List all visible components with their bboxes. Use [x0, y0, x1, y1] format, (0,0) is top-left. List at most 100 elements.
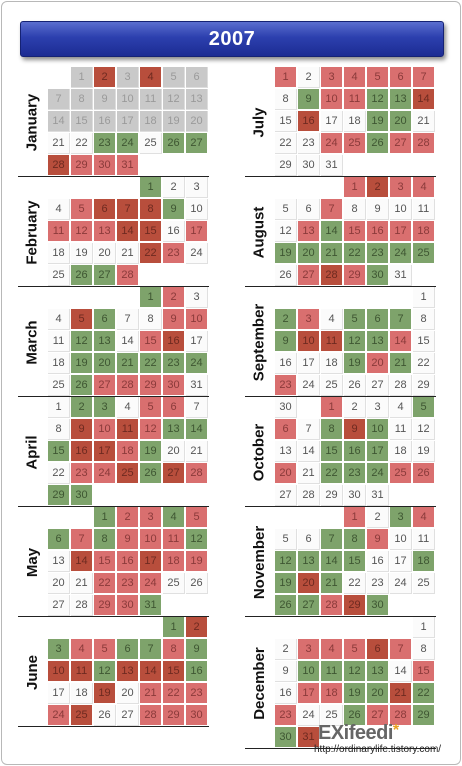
day-cell: 22 [321, 463, 343, 484]
day-cell: 27 [298, 265, 320, 286]
day-cell: 14 [321, 221, 343, 242]
day-cell: 10 [117, 89, 139, 110]
day-cell: 23 [367, 243, 389, 264]
day-cell: 25 [117, 463, 139, 484]
day-cell: 15 [413, 661, 435, 682]
day-cell: 8 [344, 529, 366, 550]
day-cell: 12 [275, 551, 297, 572]
day-cell: 20 [275, 463, 297, 484]
day-cell: 16 [367, 221, 389, 242]
day-cell: 10 [140, 529, 162, 550]
day-cell: 18 [71, 683, 93, 704]
day-cell: 17 [48, 683, 70, 704]
day-cell: 30 [275, 727, 297, 748]
day-cell: 2 [344, 397, 366, 418]
site-url: http://ordinarylife.tistory.com/ [314, 744, 442, 755]
day-cell: 25 [163, 573, 185, 594]
day-cell: 3 [48, 639, 70, 660]
day-cell: 29 [140, 375, 162, 396]
day-cell: 12 [71, 331, 93, 352]
day-cell: 22 [344, 243, 366, 264]
day-cell: 16 [298, 111, 320, 132]
day-cell: 21 [117, 353, 139, 374]
day-cell: 8 [48, 419, 70, 440]
day-cell: 25 [321, 375, 343, 396]
day-cell: 11 [117, 419, 139, 440]
day-cell: 26 [140, 463, 162, 484]
day-cell: 19 [71, 243, 93, 264]
day-cell: 22 [140, 353, 162, 374]
month-label: October [250, 423, 268, 481]
day-cell: 24 [321, 133, 343, 154]
day-cell: 13 [298, 221, 320, 242]
day-cell: 22 [344, 573, 366, 594]
day-cell: 30 [367, 595, 389, 616]
day-cell: 2 [298, 67, 320, 88]
day-cell: 1 [140, 177, 162, 198]
day-cell: 7 [186, 397, 208, 418]
month-label: September [250, 303, 268, 381]
month-separator [18, 176, 209, 177]
day-cell: 29 [413, 705, 435, 726]
month-label: May [23, 547, 41, 577]
day-cell: 20 [298, 243, 320, 264]
title-bar: 2007 [20, 21, 444, 57]
day-cell: 2 [117, 507, 139, 528]
day-cell: 24 [186, 353, 208, 374]
month-separator [245, 616, 436, 617]
day-cell: 27 [367, 705, 389, 726]
day-cell: 18 [321, 683, 343, 704]
day-cell: 12 [163, 89, 185, 110]
day-cell: 21 [390, 353, 412, 374]
day-cell: 17 [390, 551, 412, 572]
day-cell: 25 [390, 463, 412, 484]
day-cell: 14 [48, 111, 70, 132]
day-cell: 3 [94, 397, 116, 418]
day-cell: 20 [367, 683, 389, 704]
day-cell: 15 [140, 221, 162, 242]
day-cell: 27 [186, 133, 208, 154]
day-cell: 15 [71, 111, 93, 132]
day-cell: 4 [390, 397, 412, 418]
day-cell: 31 [186, 375, 208, 396]
day-cell: 13 [94, 331, 116, 352]
day-cell: 1 [94, 507, 116, 528]
day-cell: 10 [321, 89, 343, 110]
day-cell: 22 [140, 243, 162, 264]
day-cell: 19 [94, 683, 116, 704]
day-cell: 12 [140, 419, 162, 440]
day-cell: 12 [367, 89, 389, 110]
day-cell: 11 [321, 331, 343, 352]
day-cell: 9 [117, 529, 139, 550]
day-cell: 9 [275, 331, 297, 352]
day-cell: 16 [367, 551, 389, 572]
day-cell: 25 [140, 133, 162, 154]
day-cell: 16 [275, 683, 297, 704]
day-cell: 22 [71, 133, 93, 154]
day-cell: 27 [117, 705, 139, 726]
day-cell: 9 [298, 89, 320, 110]
day-cell: 22 [48, 463, 70, 484]
day-cell: 10 [390, 529, 412, 550]
month-separator [18, 286, 209, 287]
day-cell: 18 [140, 111, 162, 132]
day-cell: 24 [94, 463, 116, 484]
day-cell: 28 [71, 595, 93, 616]
day-cell: 15 [344, 551, 366, 572]
day-cell: 14 [117, 221, 139, 242]
day-cell: 16 [344, 441, 366, 462]
day-cell: 11 [344, 89, 366, 110]
day-cell: 23 [344, 463, 366, 484]
day-cell: 15 [94, 551, 116, 572]
day-cell: 25 [71, 705, 93, 726]
day-cell: 21 [413, 111, 435, 132]
day-cell: 16 [117, 551, 139, 572]
day-cell: 6 [367, 309, 389, 330]
day-cell: 10 [390, 199, 412, 220]
day-cell: 11 [48, 221, 70, 242]
day-cell: 20 [163, 441, 185, 462]
day-cell: 24 [186, 243, 208, 264]
day-cell: 2 [367, 507, 389, 528]
day-cell: 14 [390, 331, 412, 352]
day-cell: 14 [413, 89, 435, 110]
